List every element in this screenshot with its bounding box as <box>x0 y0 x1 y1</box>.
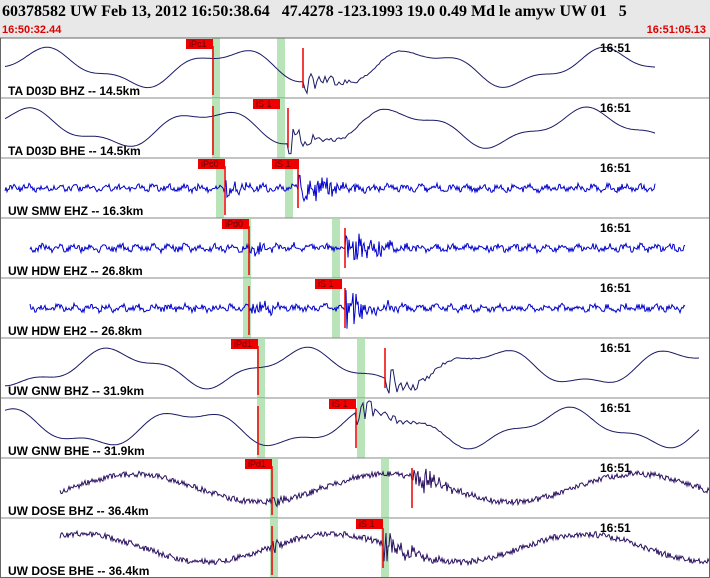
pick-box <box>356 519 383 529</box>
trace-panel: iPc1 16:51 TA D03D BHZ -- 14.5km <box>0 37 710 98</box>
pick-box <box>231 339 258 349</box>
waveform <box>29 233 686 261</box>
pick-label: iPd1 <box>234 339 252 349</box>
pick-box <box>272 159 299 169</box>
pick-label: iPc1 <box>189 39 207 49</box>
trace-panel: iPc0 iS 1 16:51 UW SMW EHZ -- 16.3km <box>0 157 710 218</box>
trace-panel: iPd0 16:51 UW HDW EHZ -- 26.8km <box>0 217 710 278</box>
pick-label: iPc0 <box>201 159 219 169</box>
pick-window <box>212 98 220 158</box>
start-time: 16:50:32.44 <box>2 24 62 36</box>
pick-window <box>357 398 365 458</box>
pick-label: iPd1 <box>248 459 266 469</box>
trace-panel: iS 1 16:51 UW DOSE BHE -- 36.4km <box>0 517 710 578</box>
pick-window <box>257 338 265 398</box>
pick-box <box>329 399 356 409</box>
pick-window <box>243 278 251 338</box>
time-label: 16:51 <box>600 341 631 355</box>
station-label: UW DOSE BHE -- 36.4km <box>8 564 149 578</box>
pick-box <box>198 159 225 169</box>
trace-panel: iPd1 16:51 UW DOSE BHZ -- 36.4km <box>0 457 710 518</box>
time-label: 16:51 <box>600 281 631 295</box>
station-label: TA D03D BHZ -- 14.5km <box>8 84 140 98</box>
station-label: UW SMW EHZ -- 16.3km <box>8 204 143 218</box>
pick-box <box>315 279 342 289</box>
time-label: 16:51 <box>600 401 631 415</box>
time-label: 16:51 <box>600 221 631 235</box>
station-label: UW GNW BHZ -- 31.9km <box>8 384 144 398</box>
end-time: 16:51:05.13 <box>647 24 706 36</box>
station-label: UW HDW EH2 -- 26.8km <box>8 324 142 338</box>
pick-box <box>253 99 280 109</box>
time-label: 16:51 <box>600 161 631 175</box>
pick-window <box>243 218 251 278</box>
waveform <box>29 290 686 329</box>
pick-label: iS 1 <box>359 519 375 529</box>
waveform <box>4 346 700 394</box>
time-label: 16:51 <box>600 461 631 475</box>
waveform <box>4 400 700 450</box>
header-bar <box>0 0 710 38</box>
pick-box <box>245 459 272 469</box>
station-label: UW GNW BHE -- 31.9km <box>8 444 145 458</box>
pick-label: iPd0 <box>225 219 243 229</box>
pick-window <box>212 38 220 98</box>
pick-window <box>277 98 285 158</box>
waveform <box>4 174 656 203</box>
pick-window <box>277 38 285 98</box>
time-label: 16:51 <box>600 521 631 535</box>
trace-panel: iS 1 16:51 UW GNW BHE -- 31.9km <box>0 397 710 458</box>
pick-window <box>270 458 278 518</box>
station-label: UW DOSE BHZ -- 36.4km <box>8 504 149 518</box>
pick-window <box>332 278 340 338</box>
pick-window <box>357 338 365 398</box>
waveform <box>4 46 656 95</box>
time-label: 16:51 <box>600 41 631 55</box>
pick-label: iS 1 <box>318 279 334 289</box>
waveform <box>4 106 656 155</box>
pick-window <box>381 458 389 518</box>
waveform <box>59 468 710 508</box>
waveform <box>59 529 710 567</box>
trace-panel: iPd1 16:51 UW GNW BHZ -- 31.9km <box>0 337 710 398</box>
trace-panel: iS 1 16:51 TA D03D BHE -- 14.5km <box>0 97 710 158</box>
pick-label: iS 1 <box>256 99 272 109</box>
pick-window <box>257 398 265 458</box>
pick-window <box>216 158 224 218</box>
station-label: TA D03D BHE -- 14.5km <box>8 144 141 158</box>
time-label: 16:51 <box>600 101 631 115</box>
event-title: 60378582 UW Feb 13, 2012 16:50:38.64 47.… <box>2 3 627 20</box>
station-label: UW HDW EHZ -- 26.8km <box>8 264 143 278</box>
pick-label: iS 1 <box>275 159 291 169</box>
pick-box <box>222 219 249 229</box>
trace-panel: iS 1 16:51 UW HDW EH2 -- 26.8km <box>0 277 710 338</box>
pick-box <box>186 39 213 49</box>
pick-label: iS 1 <box>332 399 348 409</box>
